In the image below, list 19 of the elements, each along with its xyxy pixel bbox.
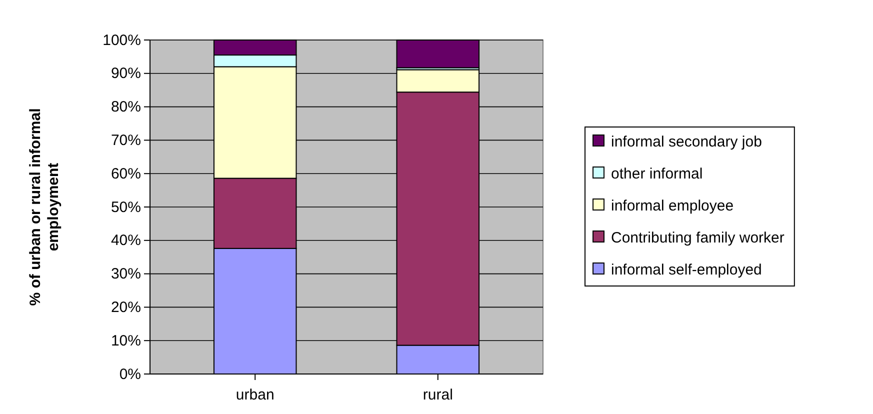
y-tick-label: 100% (102, 32, 141, 49)
legend-label: other informal (611, 165, 703, 182)
y-tick-label: 70% (110, 132, 141, 149)
y-tick-label: 40% (110, 232, 141, 250)
legend-label: Contributing family worker (611, 229, 784, 246)
y-tick-label: 20% (110, 299, 141, 316)
y-tick-label: 0% (119, 366, 141, 383)
y-tick-label: 60% (110, 165, 141, 182)
y-tick-label: 30% (110, 266, 141, 283)
y-tick-label: 80% (110, 98, 141, 116)
x-tick-label: rural (422, 386, 453, 404)
y-axis-title: % of urban or rural informal employment (27, 108, 62, 306)
y-tick-label: 90% (110, 65, 141, 82)
y-tick-label: 10% (110, 332, 141, 350)
legend-label: informal employee (611, 197, 734, 214)
x-tick-label: urban (236, 386, 274, 404)
legend-label: informal self-employed (611, 261, 762, 278)
legend-label: informal secondary job (611, 133, 762, 150)
y-tick-label: 50% (110, 198, 141, 216)
